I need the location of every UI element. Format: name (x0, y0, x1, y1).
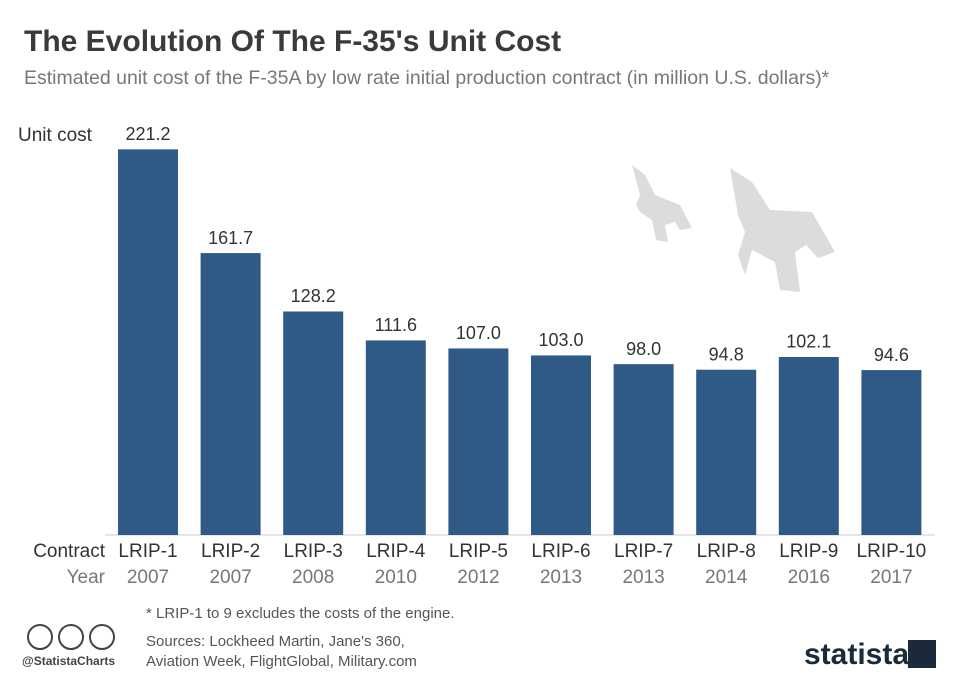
value-label: 103.0 (538, 330, 583, 350)
y-axis-label: Unit cost (18, 125, 93, 146)
value-label: 94.8 (709, 344, 744, 364)
bar (696, 369, 757, 535)
bar (283, 311, 344, 535)
footnote: * LRIP-1 to 9 excludes the costs of the … (146, 605, 455, 622)
year-label: 2016 (788, 567, 830, 588)
value-label: 102.1 (786, 332, 831, 352)
brand-icon (908, 640, 936, 668)
bar (613, 364, 674, 535)
year-axis-label: Year (67, 567, 106, 588)
value-label: 128.2 (291, 286, 336, 306)
bar (365, 340, 426, 535)
x-tick-label: LRIP-7 (614, 541, 673, 562)
chart-subtitle: Estimated unit cost of the F-35A by low … (24, 67, 830, 89)
x-tick-label: LRIP-4 (366, 541, 426, 562)
jet-decoration (632, 165, 835, 292)
value-label: 94.6 (874, 345, 909, 365)
year-label: 2013 (622, 567, 664, 588)
x-tick-label: LRIP-1 (118, 541, 177, 562)
brand-logo: statista (804, 638, 909, 671)
handle: @StatistaCharts (22, 654, 115, 668)
year-label: 2007 (209, 567, 251, 588)
x-tick-label: LRIP-5 (449, 541, 508, 562)
value-label: 111.6 (375, 315, 417, 335)
year-label: 2013 (540, 567, 582, 588)
bar (200, 253, 261, 535)
year-label: 2008 (292, 567, 334, 588)
year-label: 2010 (375, 567, 417, 588)
source: Sources: Lockheed Martin, Jane's 360, (146, 633, 405, 650)
value-label: 107.0 (456, 323, 501, 343)
license-icons (27, 624, 115, 650)
year-label: 2014 (705, 567, 748, 588)
x-tick-label: LRIP-2 (201, 541, 260, 562)
bar (118, 149, 178, 536)
x-tick-label: LRIP-3 (284, 541, 343, 562)
chart-title: The Evolution Of The F-35's Unit Cost (24, 25, 561, 58)
bar (448, 348, 509, 535)
value-label: 221.2 (125, 124, 170, 144)
x-tick-label: LRIP-9 (779, 541, 838, 562)
value-label: 98.0 (626, 339, 661, 359)
value-label: 161.7 (208, 228, 253, 248)
year-label: 2017 (870, 567, 912, 588)
bar (861, 370, 922, 535)
year-label: 2012 (457, 567, 499, 588)
x-tick-label: LRIP-6 (531, 541, 590, 562)
year-label: 2007 (127, 567, 169, 588)
bar (531, 355, 591, 535)
source: Aviation Week, FlightGlobal, Military.co… (146, 653, 417, 670)
x-axis-label: Contract (33, 541, 106, 562)
bar (778, 356, 839, 535)
x-tick-label: LRIP-8 (697, 541, 756, 562)
x-tick-label: LRIP-10 (857, 541, 927, 562)
